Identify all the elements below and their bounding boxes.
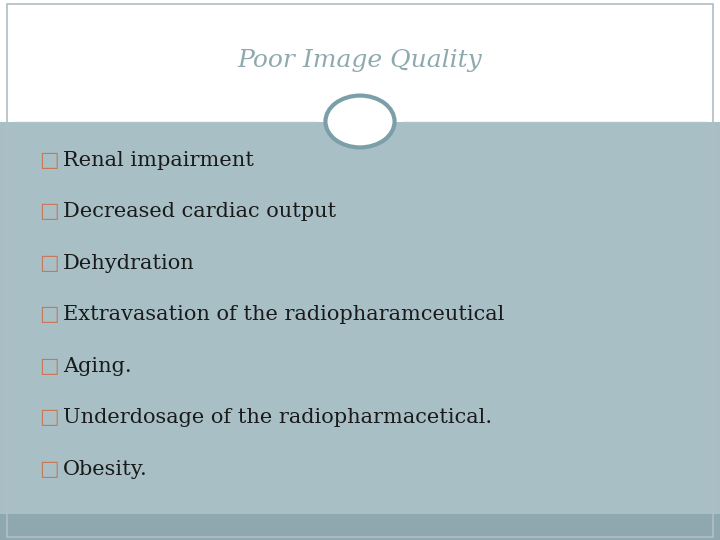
- Text: Extravasation of the radiopharamceutical: Extravasation of the radiopharamceutical: [63, 305, 504, 324]
- FancyBboxPatch shape: [0, 122, 720, 540]
- Text: □: □: [40, 151, 59, 170]
- Text: Underdosage of the radiopharmacetical.: Underdosage of the radiopharmacetical.: [63, 408, 492, 427]
- Text: □: □: [40, 305, 59, 324]
- Text: □: □: [40, 460, 59, 478]
- Text: Decreased cardiac output: Decreased cardiac output: [63, 202, 336, 221]
- Text: □: □: [40, 408, 59, 427]
- Text: Obesity.: Obesity.: [63, 460, 148, 478]
- Text: □: □: [40, 202, 59, 221]
- Text: Poor Image Quality: Poor Image Quality: [238, 49, 482, 72]
- Text: □: □: [40, 356, 59, 376]
- FancyBboxPatch shape: [0, 514, 720, 540]
- Text: Aging.: Aging.: [63, 356, 131, 376]
- Text: Renal impairment: Renal impairment: [63, 151, 253, 170]
- Text: □: □: [40, 254, 59, 273]
- Text: Dehydration: Dehydration: [63, 254, 194, 273]
- Circle shape: [325, 96, 395, 147]
